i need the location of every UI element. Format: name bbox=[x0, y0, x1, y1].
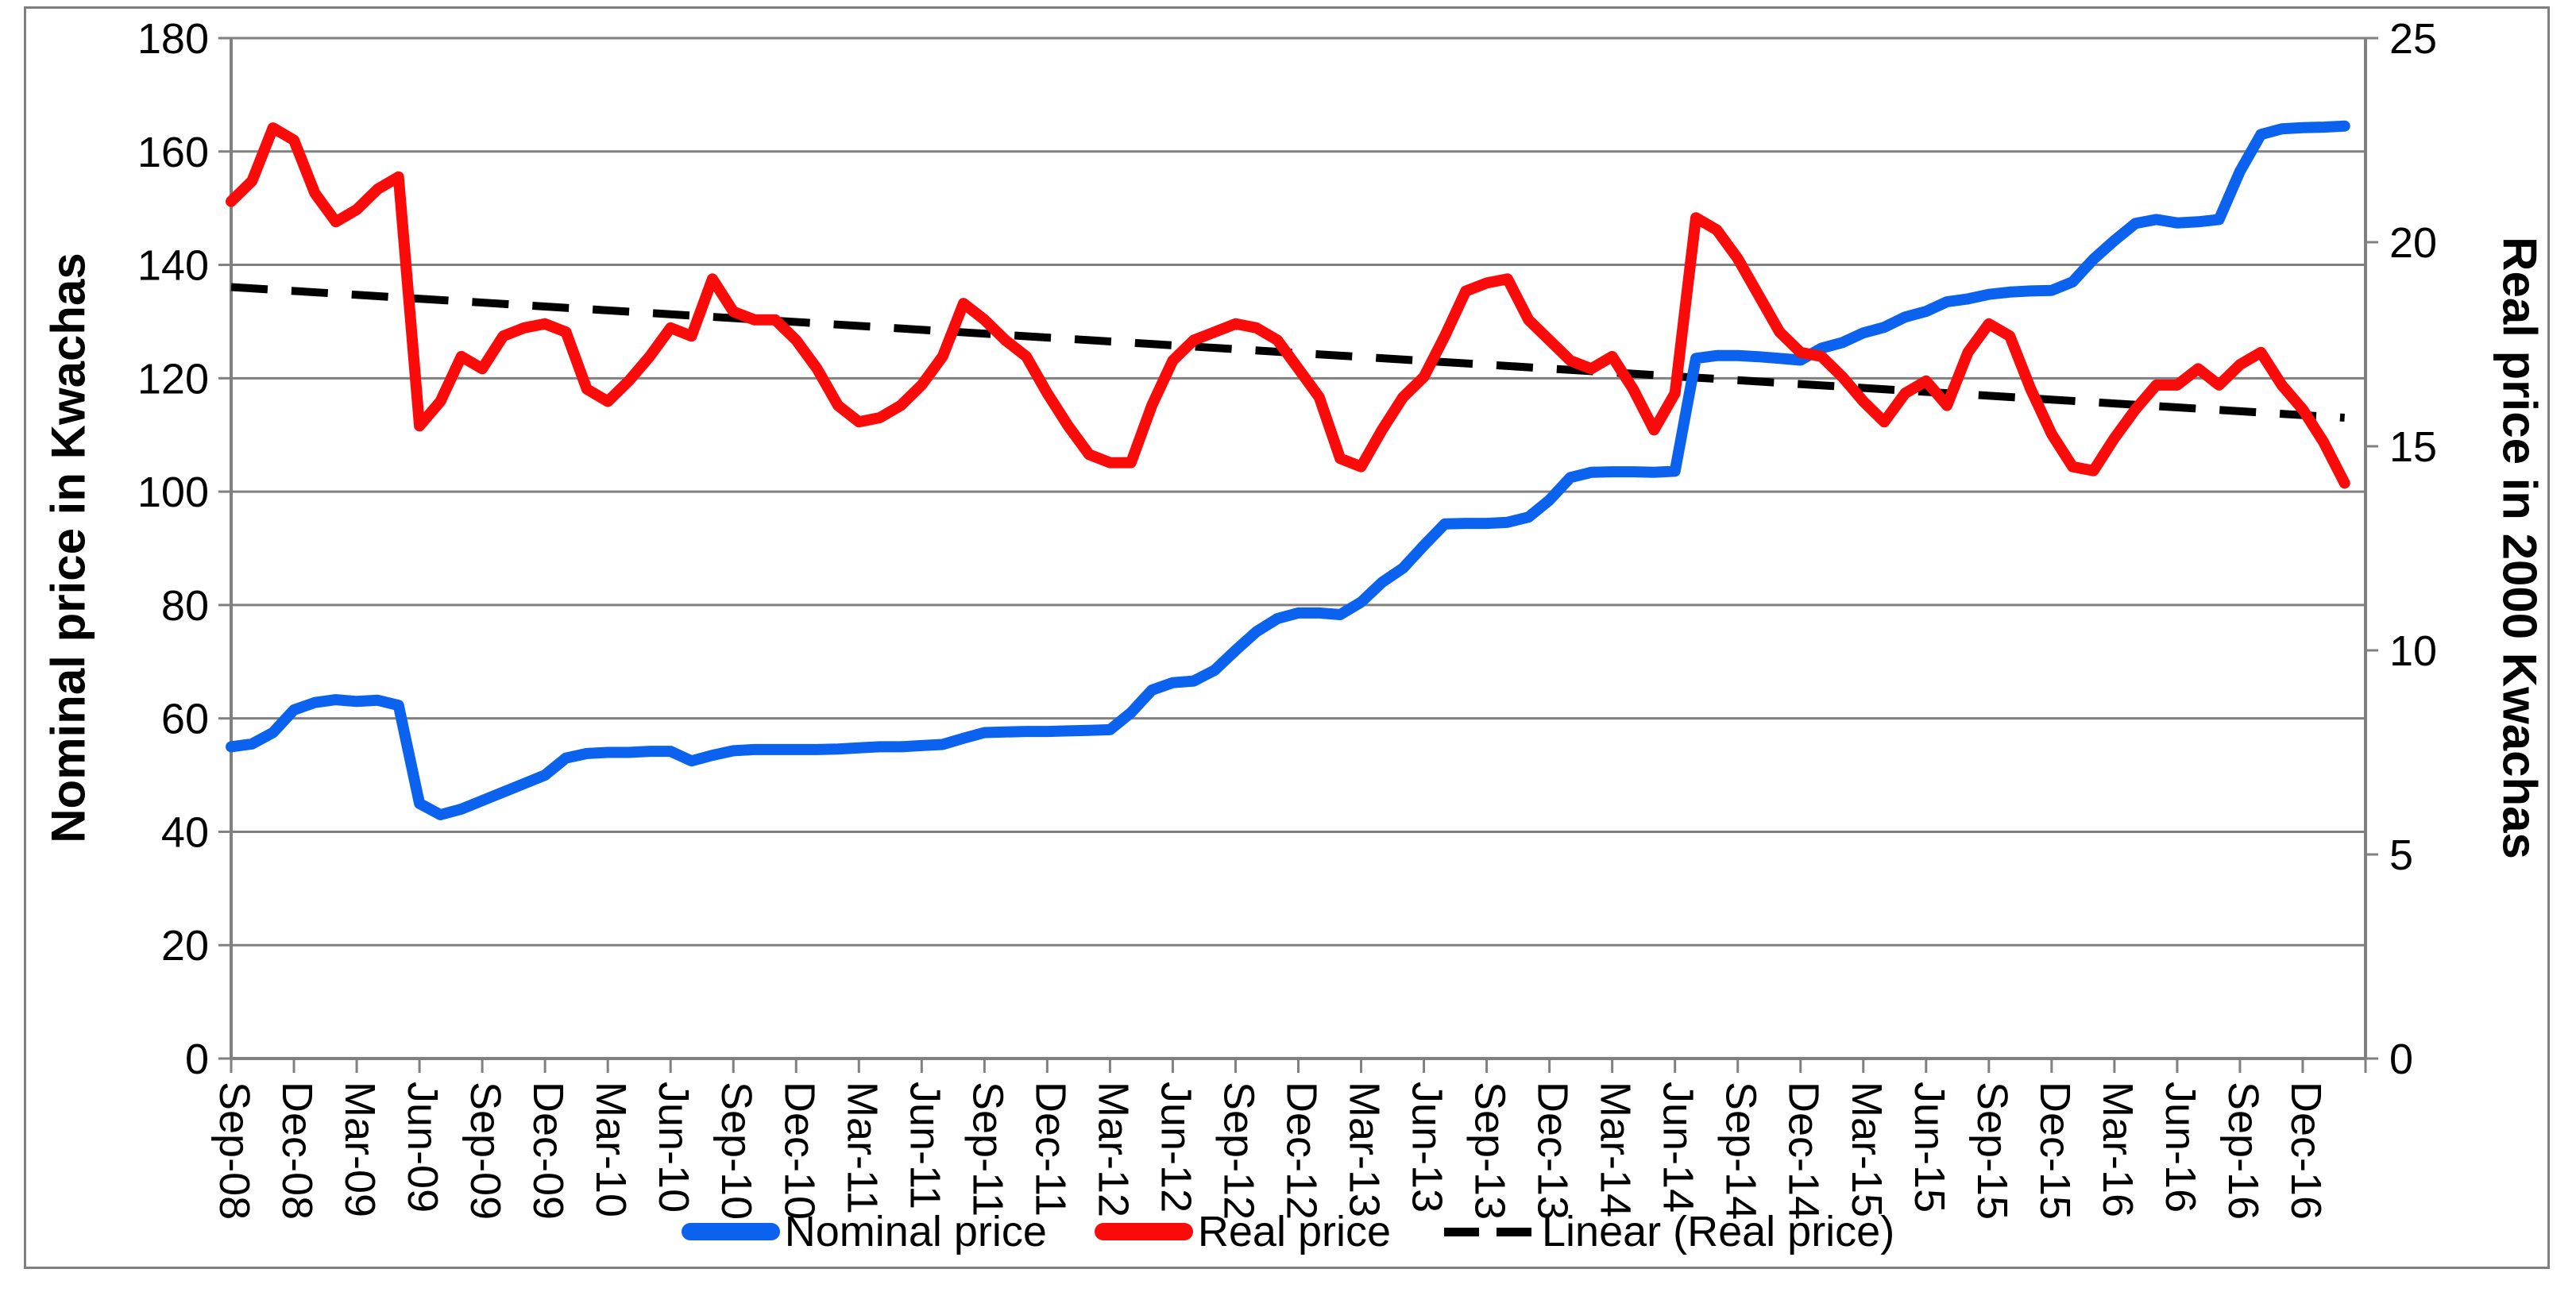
x-tick-label: Jun-09 bbox=[399, 1082, 446, 1213]
legend-item-real-price: Real price bbox=[1094, 1207, 1392, 1256]
x-tick-label: Sep-16 bbox=[2219, 1082, 2267, 1220]
x-tick-label: Mar-10 bbox=[587, 1082, 635, 1217]
x-tick-label: Sep-11 bbox=[964, 1082, 1011, 1217]
x-tick-label: Mar-09 bbox=[336, 1082, 384, 1217]
x-tick-label: Dec-08 bbox=[273, 1082, 321, 1220]
x-tick-label: Mar-16 bbox=[2094, 1082, 2142, 1217]
x-tick-label: Sep-10 bbox=[713, 1082, 760, 1220]
x-tick-label: Mar-11 bbox=[838, 1082, 886, 1214]
real-price-swatch-icon bbox=[1094, 1223, 1193, 1240]
x-tick-label: Mar-14 bbox=[1592, 1082, 1639, 1217]
nominal-price-swatch-icon bbox=[681, 1223, 780, 1240]
y-tick-label-right: 15 bbox=[2389, 423, 2437, 471]
x-tick-label: Jun-16 bbox=[2157, 1082, 2204, 1213]
y-tick-label-right: 10 bbox=[2389, 627, 2437, 675]
y-tick-label-left: 120 bbox=[137, 355, 209, 403]
legend-label: Real price bbox=[1197, 1208, 1392, 1255]
y-tick-label-right: 20 bbox=[2389, 219, 2437, 267]
x-tick-label: Dec-16 bbox=[2282, 1082, 2330, 1220]
x-tick-label: Dec-09 bbox=[524, 1082, 572, 1220]
y-tick-label-left: 160 bbox=[137, 129, 209, 176]
y-tick-label-left: 0 bbox=[185, 1036, 209, 1083]
x-tick-label: Dec-13 bbox=[1529, 1082, 1577, 1220]
x-tick-label: Jun-14 bbox=[1655, 1082, 1702, 1213]
nominal-price-line bbox=[226, 120, 2350, 820]
y-tick-label-left: 80 bbox=[161, 582, 209, 630]
trend-dash-swatch-icon bbox=[1439, 1227, 1537, 1236]
left-axis-title: Nominal price in Kwachas bbox=[41, 253, 95, 843]
x-tick-label: Sep-13 bbox=[1466, 1082, 1514, 1220]
y-tick-label-right: 0 bbox=[2389, 1036, 2413, 1083]
x-tick-label: Dec-10 bbox=[775, 1082, 823, 1220]
right-axis-title: Real price in 2000 Kwachas bbox=[2493, 237, 2547, 859]
x-tick-label: Sep-15 bbox=[1968, 1082, 2016, 1220]
x-tick-label: Dec-14 bbox=[1780, 1082, 1828, 1220]
y-tick-label-left: 100 bbox=[137, 469, 209, 516]
x-tick-label: Mar-15 bbox=[1843, 1082, 1890, 1217]
x-tick-label: Jun-13 bbox=[1404, 1082, 1451, 1213]
legend-label: Linear (Real price) bbox=[1542, 1208, 1895, 1255]
x-tick-label: Dec-12 bbox=[1278, 1082, 1326, 1220]
real-price-line bbox=[226, 122, 2350, 489]
x-tick-label: Jun-15 bbox=[1906, 1082, 1953, 1213]
chart-legend: Nominal price Real price Linear (Real pr… bbox=[0, 1207, 2576, 1256]
x-tick-label: Jun-12 bbox=[1152, 1082, 1199, 1213]
x-tick-label: Sep-09 bbox=[462, 1082, 509, 1220]
legend-item-nominal-price: Nominal price bbox=[681, 1207, 1047, 1256]
x-tick-label: Jun-10 bbox=[650, 1082, 697, 1213]
y-tick-label-left: 20 bbox=[161, 922, 209, 970]
x-tick-label: Mar-12 bbox=[1089, 1082, 1137, 1217]
legend-item-linear-trend: Linear (Real price) bbox=[1439, 1207, 1894, 1256]
y-tick-label-left: 60 bbox=[161, 696, 209, 743]
y-tick-label-left: 40 bbox=[161, 808, 209, 856]
x-tick-label: Sep-14 bbox=[1717, 1082, 1765, 1220]
y-tick-label-left: 180 bbox=[137, 15, 209, 63]
x-tick-label: Dec-15 bbox=[2031, 1082, 2079, 1220]
x-tick-label: Jun-11 bbox=[901, 1082, 948, 1209]
x-tick-label: Mar-13 bbox=[1341, 1082, 1388, 1217]
x-tick-label: Dec-11 bbox=[1026, 1082, 1074, 1217]
x-tick-label: Sep-12 bbox=[1215, 1082, 1262, 1220]
x-tick-label: Sep-08 bbox=[210, 1082, 258, 1220]
legend-label: Nominal price bbox=[784, 1208, 1047, 1255]
y-tick-label-right: 5 bbox=[2389, 831, 2413, 879]
y-tick-label-right: 25 bbox=[2389, 15, 2437, 63]
y-tick-label-left: 140 bbox=[137, 242, 209, 290]
